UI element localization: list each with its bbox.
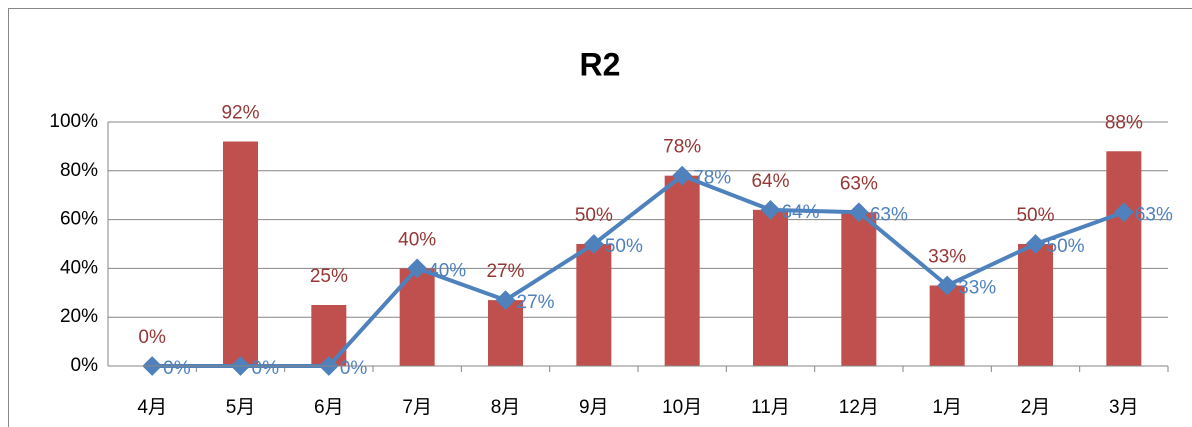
line-value-label: 64%	[782, 202, 820, 223]
chart-title: R2	[580, 46, 621, 82]
line-marker	[495, 290, 516, 311]
line-marker	[407, 258, 428, 279]
x-tick-label: 6月	[314, 397, 344, 418]
bar	[1106, 151, 1142, 366]
bar	[841, 212, 877, 366]
y-tick-label: 100%	[49, 111, 98, 132]
bar	[753, 209, 788, 366]
bar	[929, 285, 965, 366]
bar	[223, 141, 258, 366]
x-tick-label: 7月	[402, 397, 432, 418]
bar	[576, 244, 612, 366]
y-tick-label: 0%	[71, 355, 99, 376]
line-marker	[1113, 202, 1134, 223]
x-tick-label: 12月	[839, 397, 879, 418]
bar	[399, 268, 435, 366]
line-value-label: 63%	[870, 204, 908, 225]
line-value-label: 50%	[605, 236, 643, 257]
y-tick-label: 60%	[60, 209, 98, 230]
y-tick-label: 20%	[60, 306, 98, 327]
line-value-label: 33%	[958, 277, 996, 298]
x-tick-label: 10月	[662, 397, 702, 418]
x-tick-label: 3月	[1109, 397, 1139, 418]
bar-value-label: 78%	[663, 137, 701, 158]
line-value-label: 0%	[163, 358, 191, 379]
bar	[664, 175, 700, 366]
x-tick-label: 4月	[137, 397, 167, 418]
bar	[488, 300, 523, 366]
line-value-label: 63%	[1135, 204, 1173, 225]
line-value-label: 0%	[252, 358, 280, 379]
bar-value-label: 88%	[1105, 112, 1143, 133]
bar-value-label: 50%	[575, 205, 613, 226]
bar-value-label: 27%	[486, 261, 524, 282]
line-value-label: 27%	[517, 292, 555, 313]
y-tick-label: 40%	[60, 257, 98, 278]
line-value-label: 0%	[340, 358, 368, 379]
line-marker	[1025, 234, 1046, 254]
bar-value-label: 0%	[138, 327, 166, 348]
x-tick-label: 8月	[491, 397, 521, 418]
bar-value-label: 25%	[310, 266, 348, 287]
line-value-label: 50%	[1047, 236, 1085, 257]
x-tick-label: 2月	[1021, 397, 1051, 418]
bar	[1018, 244, 1053, 366]
x-tick-label: 11月	[751, 397, 790, 418]
line-value-label: 40%	[428, 260, 466, 281]
x-tick-label: 5月	[226, 397, 256, 418]
y-tick-label: 80%	[60, 160, 98, 181]
bar-value-label: 33%	[928, 246, 966, 267]
line-value-label: 78%	[693, 168, 731, 189]
bar-value-label: 92%	[221, 103, 259, 124]
bar-value-label: 40%	[398, 229, 436, 250]
x-tick-label: 9月	[579, 397, 609, 418]
x-tick-label: 1月	[932, 397, 962, 418]
bar-value-label: 50%	[1016, 205, 1054, 226]
line-marker	[937, 275, 958, 296]
bar-value-label: 64%	[751, 171, 789, 192]
bar-value-label: 63%	[840, 173, 878, 194]
